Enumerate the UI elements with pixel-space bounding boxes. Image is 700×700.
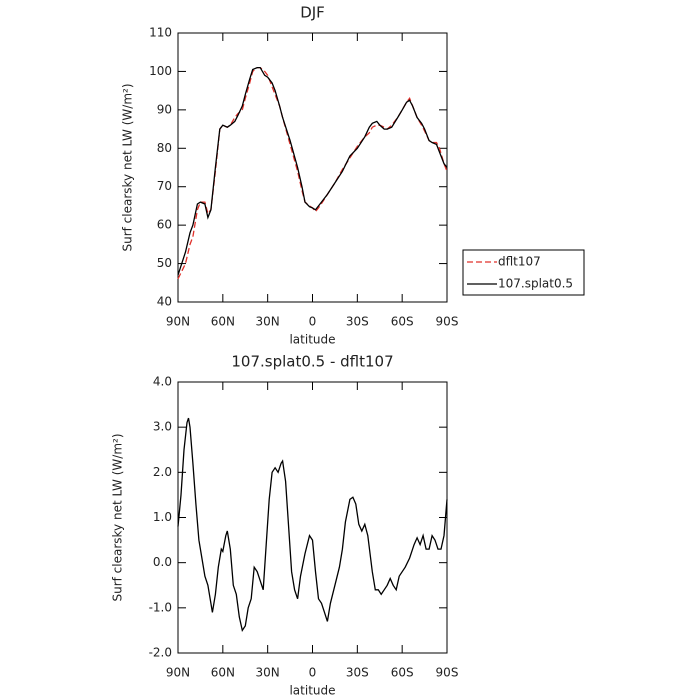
x-tick-label: 30S: [346, 315, 369, 329]
y-tick-label: 3.0: [153, 420, 172, 434]
chart-title: DJF: [300, 4, 325, 22]
x-axis-label: latitude: [289, 333, 335, 347]
legend-label: dflt107: [498, 255, 541, 269]
legend-label: 107.splat0.5: [498, 277, 573, 291]
data-line: [177, 417, 448, 633]
y-tick-label: 100: [149, 64, 172, 78]
x-tick-label: 60N: [211, 666, 235, 680]
x-tick-label: 90N: [166, 666, 190, 680]
y-tick-label: 60: [157, 218, 172, 232]
x-tick-label: 60S: [391, 315, 414, 329]
y-tick-label: 2.0: [153, 465, 172, 479]
x-tick-label: 30N: [256, 315, 280, 329]
y-axis-label: Surf clearsky net LW (W/m²): [121, 83, 135, 251]
y-tick-label: 70: [157, 179, 172, 193]
plot-frame: [177, 381, 448, 654]
x-tick-label: 60N: [211, 315, 235, 329]
data-line: [177, 66, 448, 276]
x-tick-label: 0: [309, 315, 317, 329]
x-tick-label: 90N: [166, 315, 190, 329]
x-tick-label: 30N: [256, 666, 280, 680]
x-tick-label: 0: [309, 666, 317, 680]
plot-frame: [177, 32, 448, 303]
y-tick-label: 4.0: [153, 375, 172, 389]
chart-title: 107.splat0.5 - dflt107: [231, 353, 393, 371]
y-tick-label: 1.0: [153, 510, 172, 524]
y-tick-label: 80: [157, 141, 172, 155]
x-tick-label: 30S: [346, 666, 369, 680]
y-tick-label: -1.0: [149, 600, 172, 614]
x-tick-label: 60S: [391, 666, 414, 680]
legend-box: [462, 249, 585, 296]
y-tick-label: 110: [149, 26, 172, 40]
y-tick-label: -2.0: [149, 646, 172, 660]
y-tick-label: 50: [157, 256, 172, 270]
y-axis-label: Surf clearsky net LW (W/m²): [111, 433, 125, 601]
x-axis-label: latitude: [289, 684, 335, 698]
x-tick-label: 90S: [436, 315, 459, 329]
x-tick-label: 90S: [436, 666, 459, 680]
y-tick-label: 0.0: [153, 555, 172, 569]
y-tick-label: 90: [157, 102, 172, 116]
data-line: [177, 66, 448, 280]
y-tick-label: 40: [157, 295, 172, 309]
